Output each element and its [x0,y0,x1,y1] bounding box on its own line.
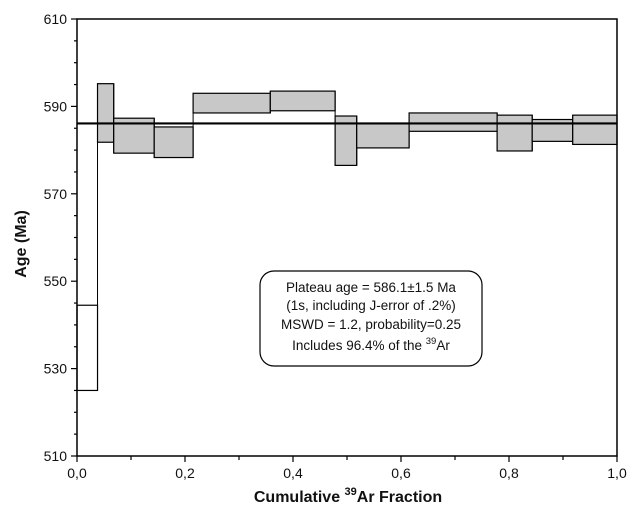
step-box [408,112,498,132]
step-box [356,123,410,149]
steps-layer [76,83,618,392]
x-tick-label: 0,8 [499,465,519,481]
y-tick-label: 530 [44,361,68,377]
y-tick-label: 610 [44,11,68,27]
y-tick-label: 590 [44,98,68,114]
annotation-line-2: (1s, including J-error of .2%) [286,298,456,313]
y-tick-label: 550 [44,273,68,289]
x-tick-label: 0,4 [283,465,303,481]
y-tick-label: 510 [44,448,68,464]
x-tick-label: 0,0 [67,465,87,481]
step-box [76,304,99,392]
x-axis-title: Cumulative 39Ar Fraction [254,486,442,506]
x-tick-label: 1,0 [607,465,627,481]
plateau-annotation-box: Plateau age = 586.1±1.5 Ma (1s, includin… [259,270,483,367]
step-box [269,90,336,112]
plot-frame [76,18,618,457]
step-box [192,92,271,114]
y-tick-label: 570 [44,186,68,202]
step-box [153,126,194,159]
annotation-line-1: Plateau age = 586.1±1.5 Ma [286,280,456,295]
y-axis-title: Age (Ma) [13,210,30,278]
ticks-layer: 0,0 0,2 0,4 0,6 0,8 1,0 510 530 550 570 590 610 [44,11,627,481]
annotation-line-4: Includes 96.4% of the 39Ar [292,336,450,353]
step-box [96,83,115,143]
annotation-line-3: MSWD = 1.2, probability=0.25 [281,317,461,332]
step-box [496,114,533,152]
x-tick-label: 0,2 [175,465,195,481]
x-tick-label: 0,6 [391,465,411,481]
step-box [572,114,618,146]
